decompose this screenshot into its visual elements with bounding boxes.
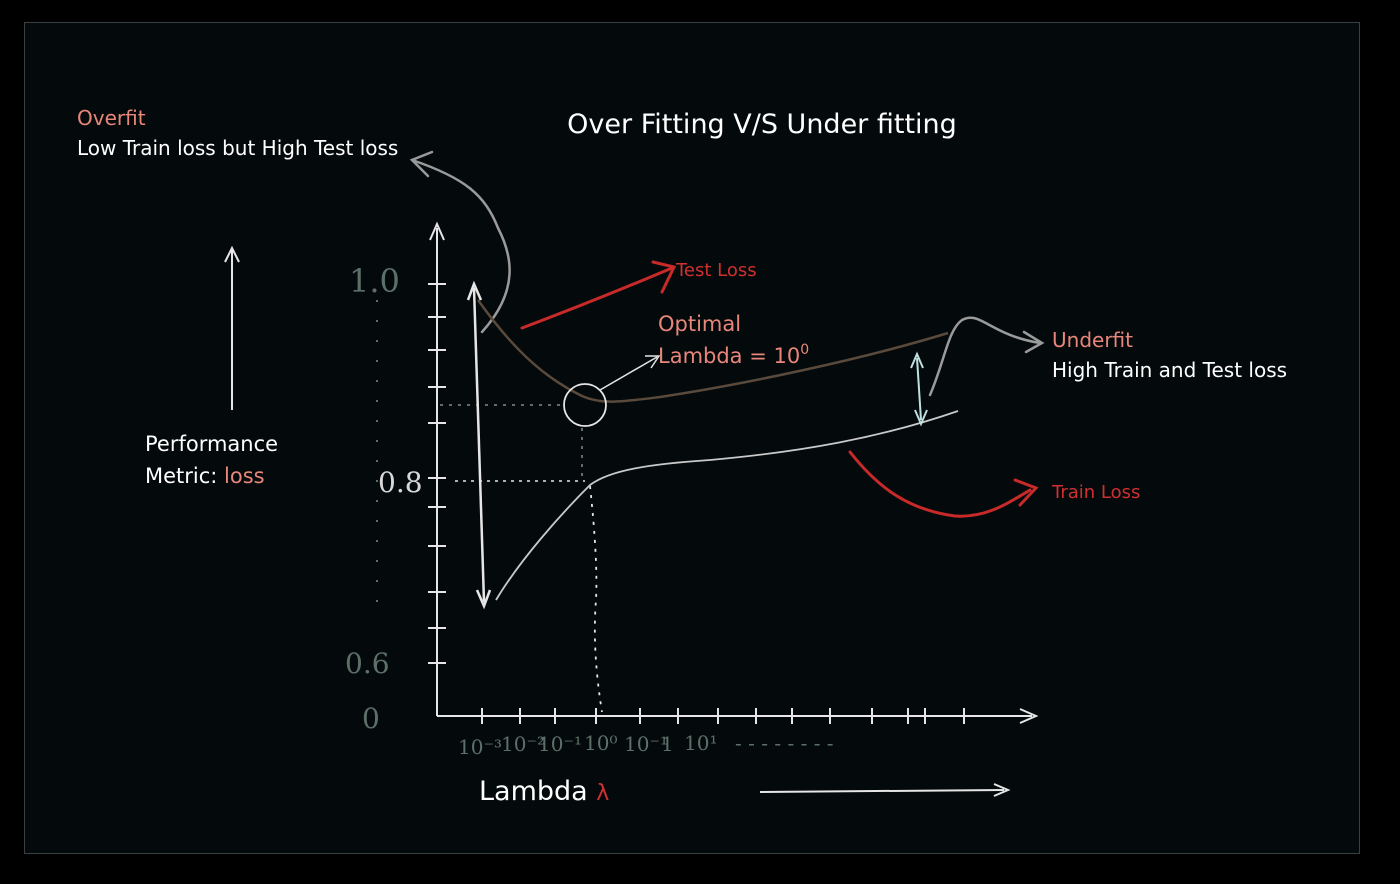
test-loss-label: Test Loss (675, 260, 757, 281)
optimal-point-circle (563, 383, 607, 427)
y-tick-label-0-6: 0.6 (345, 647, 390, 680)
lambda-direction-arrow (759, 789, 1005, 793)
diagram-title: Over Fitting V/S Under fitting (567, 109, 957, 140)
underfit-pointer-arrowhead (1022, 330, 1045, 354)
train-loss-pointer-arrowhead (1013, 478, 1039, 507)
lambda-direction-arrowhead (993, 783, 1011, 797)
lambda-axis-label: Lambda λ (479, 776, 609, 807)
x-axis-ticks (481, 708, 965, 724)
lambda-symbol: λ (596, 781, 609, 806)
overfit-gap-arrowhead-bottom (475, 589, 492, 610)
y-tick-label-0-8: 0.8 (378, 466, 423, 499)
optimal-lambda-superscript: 0 (800, 342, 809, 358)
x-tick-label-7: 10¹ (684, 731, 717, 755)
overfit-pointer-arrow (410, 158, 511, 334)
train-loss-pointer-arrow (848, 450, 1032, 518)
optimal-pointer-arrowhead (645, 355, 661, 369)
optimal-label-line2: Lambda = 100 (658, 342, 809, 368)
test-loss-pointer-arrow (520, 266, 674, 330)
underfit-description: High Train and Test loss (1052, 358, 1287, 382)
overfit-gap-arrowhead-top (466, 280, 483, 301)
x-tick-label-4: 10⁰ (584, 731, 617, 755)
x-tick-label-3: 10⁻¹ (538, 732, 582, 756)
x-tick-label-2: 10⁻² (501, 732, 545, 756)
x-tick-label-1: 10⁻³ (458, 735, 502, 759)
x-tick-label-6: 1 (661, 732, 674, 756)
underfit-gap-arrowhead-bottom (914, 409, 928, 427)
optimal-vertical-guide-lower (589, 485, 603, 713)
overfit-description: Low Train loss but High Test loss (77, 136, 398, 160)
y-axis-ticks (428, 283, 446, 664)
performance-metric-prefix: Metric: (145, 464, 224, 488)
optimal-label-line1: Optimal (658, 312, 741, 336)
performance-metric-highlight: loss (224, 464, 265, 488)
optimal-lambda-prefix: Lambda = 10 (658, 344, 800, 368)
performance-arrowhead (224, 245, 240, 263)
optimal-pointer-arrow (599, 356, 658, 391)
performance-label-line2: Metric: loss (145, 464, 265, 488)
test-loss-pointer-arrowhead (651, 260, 677, 294)
performance-label-line1: Performance (145, 432, 278, 456)
x-axis-arrowhead (1019, 708, 1039, 724)
x-tick-ellipsis: - - - - - - - - (735, 731, 834, 755)
lambda-axis-label-text: Lambda (479, 776, 596, 807)
train-loss-curve (495, 410, 959, 601)
underfit-pointer-arrow (928, 316, 1042, 397)
y-tick-label-0: 0 (362, 702, 380, 735)
overfit-heading: Overfit (77, 106, 146, 130)
y-axis-arrowhead (429, 221, 445, 241)
y-tick-label-1-0: 1.0 (349, 262, 400, 300)
overfit-gap-arrow (472, 287, 486, 603)
underfit-gap-arrow (916, 357, 922, 421)
train-loss-label: Train Loss (1051, 482, 1140, 503)
underfit-heading: Underfit (1052, 328, 1133, 352)
overfit-pointer-arrowhead (409, 150, 434, 178)
test-loss-curve (476, 299, 949, 403)
underfit-gap-arrowhead-top (910, 351, 924, 369)
x-tick-label-5: 10⁻¹ (624, 732, 668, 756)
